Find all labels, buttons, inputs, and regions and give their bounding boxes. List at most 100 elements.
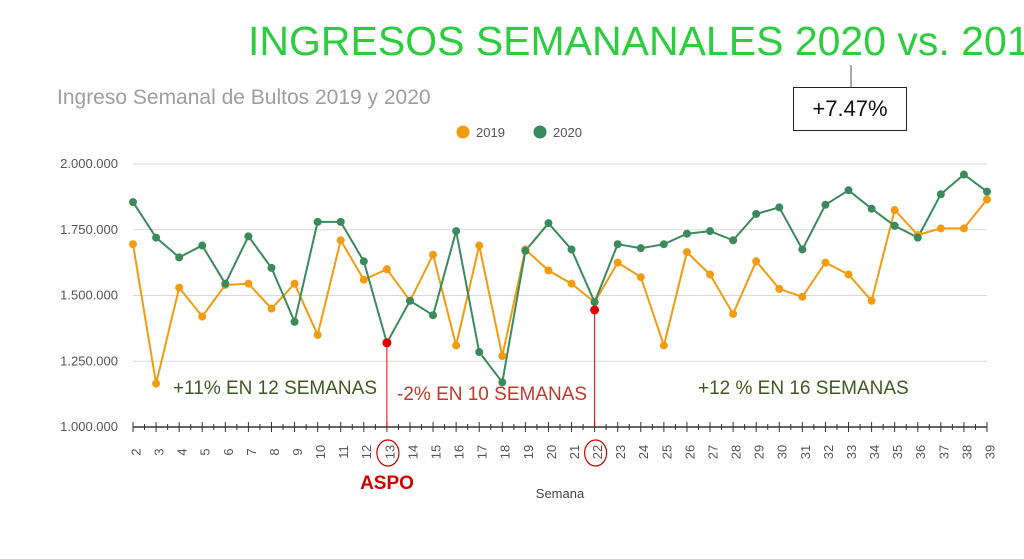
data-point-2020 — [959, 170, 968, 179]
data-point-2019 — [798, 292, 807, 301]
x-tick-label: 21 — [567, 445, 582, 459]
data-point-2019 — [729, 309, 738, 318]
data-point-2020 — [844, 186, 853, 195]
data-point-2019 — [936, 224, 945, 233]
data-point-2020 — [359, 257, 368, 266]
data-point-2020 — [336, 217, 345, 226]
data-point-2020 — [706, 227, 715, 236]
period-annotation: +12 % EN 16 SEMANAS — [698, 378, 909, 399]
series-points — [129, 170, 991, 388]
data-point-2019 — [452, 341, 461, 350]
data-point-2019 — [244, 279, 253, 288]
data-point-2020 — [821, 200, 830, 209]
x-tick-label: 5 — [198, 448, 213, 455]
data-point-2020 — [936, 190, 945, 199]
markers — [382, 305, 600, 348]
x-tick-label: 24 — [636, 445, 651, 459]
data-point-2020 — [544, 219, 553, 228]
data-point-2019 — [336, 236, 345, 245]
data-point-2019 — [567, 279, 576, 288]
x-tick-label: 12 — [359, 445, 374, 459]
data-point-2019 — [752, 257, 761, 266]
x-tick-label: 36 — [913, 445, 928, 459]
data-point-2020 — [475, 348, 484, 357]
x-tick-label: 11 — [336, 445, 351, 459]
x-tick-label: 30 — [775, 445, 790, 459]
legend-label: 2019 — [476, 125, 505, 140]
series-lines — [132, 173, 988, 385]
x-tick-label: 4 — [175, 448, 190, 455]
y-tick-label: 2.000.000 — [60, 156, 118, 171]
data-point-2019 — [613, 258, 622, 267]
x-tick-label: 22 — [590, 445, 605, 459]
data-point-2020 — [775, 203, 784, 212]
data-point-2020 — [521, 246, 530, 255]
x-tick-label: 37 — [936, 445, 951, 459]
data-point-2019 — [821, 258, 830, 267]
x-tick-label: 14 — [405, 445, 420, 459]
x-tick-label: 19 — [521, 445, 536, 459]
data-point-2020 — [983, 187, 991, 196]
data-point-2019 — [359, 275, 368, 284]
data-point-2020 — [659, 240, 668, 249]
data-point-2020 — [221, 279, 230, 288]
data-point-2020 — [452, 227, 461, 236]
data-point-2019 — [775, 284, 784, 293]
x-tick-label: 34 — [867, 445, 882, 459]
annotations: +11% EN 12 SEMANAS -2% EN 10 SEMANAS +12 %… — [173, 309, 909, 494]
x-tick-label: 33 — [844, 445, 859, 459]
data-point-2020 — [175, 253, 184, 262]
x-tick-label: 9 — [290, 448, 305, 455]
data-point-2020 — [890, 221, 899, 230]
x-tick-label: 7 — [244, 448, 259, 455]
x-tick-label: 3 — [152, 448, 167, 455]
data-point-2020 — [405, 296, 414, 305]
data-point-2020 — [798, 245, 807, 254]
data-point-2020 — [729, 236, 738, 245]
marker-point — [382, 338, 392, 348]
period-annotation: -2% EN 10 SEMANAS — [397, 384, 587, 405]
data-point-2020 — [913, 233, 922, 242]
y-axis: 1.000.000 1.250.000 1.500.000 1.750.000 2.00… — [60, 156, 118, 434]
x-tick-label: 2 — [128, 448, 143, 455]
data-point-2019 — [382, 265, 391, 274]
x-tick-label: 10 — [313, 445, 328, 459]
y-tick-label: 1.250.000 — [60, 353, 118, 368]
x-tick-label: 25 — [659, 445, 674, 459]
x-tick-label: 31 — [798, 445, 813, 459]
legend-swatch — [456, 125, 470, 139]
data-point-2020 — [152, 233, 161, 242]
period-annotation: +11% EN 12 SEMANAS — [173, 378, 377, 399]
data-point-2020 — [129, 198, 137, 207]
data-point-2019 — [544, 266, 553, 275]
legend-swatch — [533, 125, 547, 139]
marker-point — [590, 305, 600, 315]
x-tick-label: 13 — [382, 445, 397, 459]
x-tick-label: 8 — [267, 448, 282, 455]
x-tick-label: 16 — [452, 445, 467, 459]
legend-label: 2020 — [553, 125, 582, 140]
y-tick-label: 1.750.000 — [60, 222, 118, 237]
data-point-2020 — [867, 204, 876, 213]
data-point-2019 — [983, 195, 991, 204]
x-tick-label: 17 — [475, 445, 490, 459]
x-tick-label: 26 — [682, 445, 697, 459]
x-axis: 2 3 4 5 6 7 8 9 10 11 12 13 14 15 16 17 18 19 20 21 22 23 24 25… — [128, 422, 997, 501]
data-point-2019 — [706, 270, 715, 279]
aspo-label: ASPO — [360, 473, 414, 494]
x-tick-label: 27 — [705, 445, 720, 459]
data-point-2020 — [267, 263, 276, 272]
data-point-2019 — [636, 273, 645, 282]
data-point-2019 — [498, 351, 507, 360]
chart-title: Ingreso Semanal de Bultos 2019 y 2020 — [57, 86, 431, 109]
data-point-2019 — [867, 296, 876, 305]
x-tick-label: 35 — [890, 445, 905, 459]
week-highlight-circle — [584, 439, 608, 467]
data-point-2020 — [198, 241, 207, 250]
data-point-2019 — [313, 330, 322, 339]
data-point-2019 — [890, 206, 899, 215]
data-point-2020 — [752, 209, 761, 218]
data-point-2020 — [290, 317, 299, 326]
data-point-2020 — [636, 244, 645, 253]
